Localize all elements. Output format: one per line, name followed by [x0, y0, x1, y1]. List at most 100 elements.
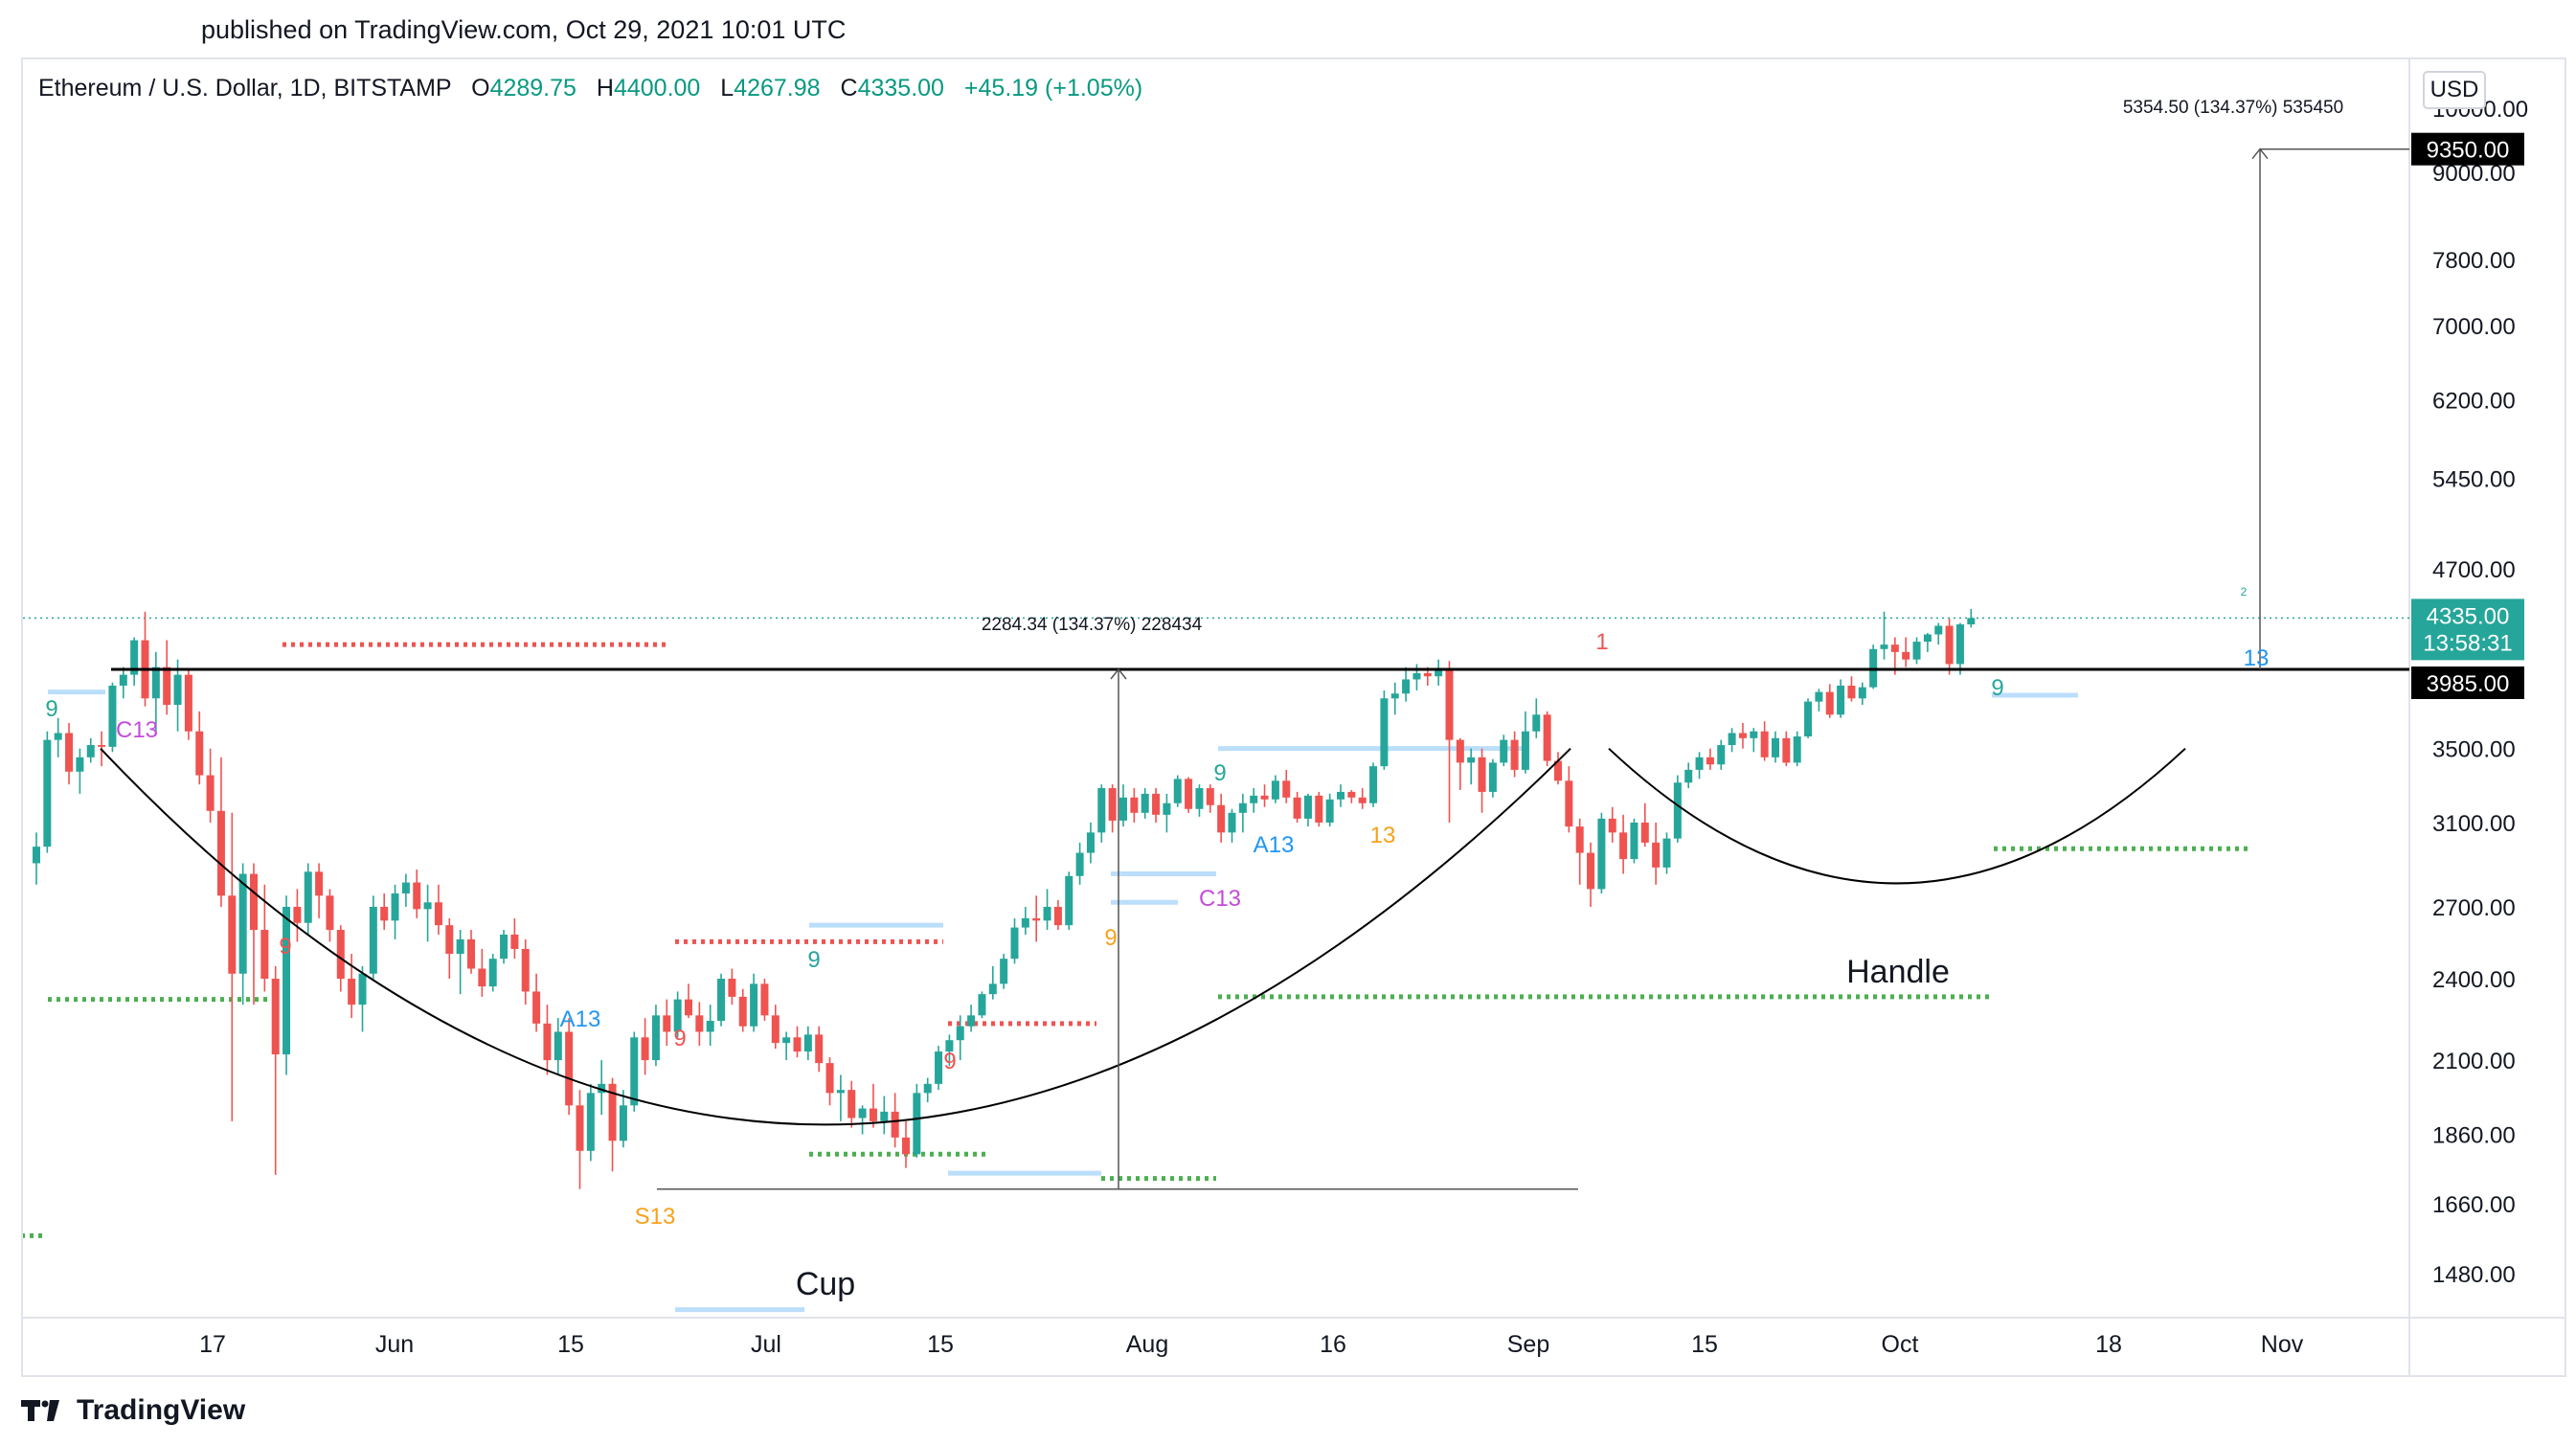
candle-body [847, 1090, 856, 1118]
candle-body [1554, 760, 1562, 781]
td-count-label: 13 [1370, 823, 1396, 848]
candle-body [869, 1108, 877, 1121]
candle-body [467, 938, 475, 969]
td-count-label: 9 [807, 947, 820, 973]
candle-body [565, 1031, 574, 1106]
currency-button[interactable]: USD [2423, 71, 2486, 109]
candle-body [1858, 687, 1866, 699]
candle-body [1412, 673, 1421, 680]
candle-body [1500, 739, 1508, 763]
candle-body [858, 1108, 867, 1118]
close-label: C [840, 75, 858, 102]
x-tick-label: 17 [199, 1331, 226, 1358]
candle-body [163, 667, 171, 706]
handle-label: Handle [1846, 954, 1950, 990]
candle-body [586, 1093, 595, 1151]
candle-body [1152, 793, 1161, 815]
close-value: 4335.00 [857, 75, 944, 102]
candle-body [1521, 731, 1529, 770]
chart-frame[interactable] [21, 57, 2566, 1377]
candle-body [532, 991, 541, 1024]
candle-body [1271, 780, 1279, 800]
y-tick-label: 2100.00 [2432, 1049, 2516, 1074]
candle-body [1772, 737, 1779, 757]
td-count-label: 9 [943, 1049, 956, 1074]
candle-body [1750, 731, 1758, 738]
candle-body [717, 979, 726, 1021]
candle-body [1717, 745, 1726, 765]
candle-body [1782, 737, 1791, 763]
candle-body [1075, 852, 1084, 876]
candle-body [1260, 795, 1269, 800]
candle-body [1923, 634, 1932, 643]
measure-cup-label: 2284.34 (134.37%) 228434 [982, 615, 1203, 635]
candle-body [1021, 917, 1029, 928]
candle-body [706, 1020, 714, 1032]
candle-body [1587, 852, 1595, 890]
candle-body [1315, 795, 1323, 823]
candle-body [803, 1034, 812, 1052]
x-tick-label: 16 [1320, 1331, 1346, 1358]
candle-body [238, 873, 247, 974]
y-tick-label: 3500.00 [2432, 737, 2516, 763]
x-tick-label: Nov [2261, 1331, 2304, 1358]
y-tick-label: 4700.00 [2432, 557, 2516, 583]
y-tick-label: 6200.00 [2432, 388, 2516, 414]
candle-body [1108, 788, 1117, 821]
candle-body [1097, 788, 1106, 833]
candle-body [195, 731, 204, 776]
candle-body [216, 810, 225, 896]
y-tick-label: 7000.00 [2432, 314, 2516, 340]
candle-body [1738, 733, 1747, 738]
x-tick-label: Oct [1882, 1331, 1919, 1358]
candle-body [488, 959, 497, 987]
brand-name: TradingView [77, 1394, 246, 1426]
candle-body [935, 1051, 943, 1084]
candle-body [271, 979, 280, 1055]
candle-body [1000, 959, 1008, 984]
candle-body [1163, 802, 1171, 815]
candle-body [630, 1037, 639, 1106]
candle-body [1010, 927, 1019, 960]
candle-body [1804, 701, 1813, 737]
candle-body [1890, 644, 1899, 652]
candle-body [282, 906, 291, 1055]
candle-body [1435, 668, 1443, 677]
candle-body [108, 686, 117, 747]
candle-body [65, 733, 74, 772]
footer-brand[interactable]: TradingView [21, 1394, 245, 1427]
candle-body [1456, 739, 1464, 763]
td-count-label: A13 [1254, 832, 1295, 858]
candle-body [434, 902, 442, 926]
candle-body [1488, 762, 1497, 792]
x-tick-label: Sep [1507, 1331, 1549, 1358]
candle-body [1728, 733, 1736, 746]
candle-body [1793, 736, 1801, 763]
candle-body [1532, 714, 1541, 732]
candle-body [1141, 793, 1149, 813]
candle-body [685, 999, 692, 1016]
candle-body [825, 1063, 834, 1094]
candle-body [760, 983, 769, 1016]
candle-body [1608, 818, 1616, 833]
measure-target-label: 5354.50 (134.37%) 535450 [2123, 98, 2343, 118]
candle-body [651, 1015, 660, 1061]
candle-body [673, 999, 682, 1032]
high-label: H [596, 75, 614, 102]
candle-body [1119, 797, 1127, 821]
candle-body [413, 882, 421, 910]
cup-label: Cup [796, 1266, 855, 1302]
candle-body [1902, 651, 1910, 660]
candle-body [76, 757, 84, 772]
candle-body [1130, 797, 1139, 813]
candle-body [228, 895, 237, 974]
td-count-label: 9 [1213, 760, 1226, 786]
ohlc-legend: Ethereum / U.S. Dollar, 1D, BITSTAMP O42… [38, 75, 1142, 102]
low-label: L [720, 75, 734, 102]
candle-body [1282, 780, 1291, 798]
y-tick-label: 3100.00 [2432, 811, 2516, 837]
change-value: +45.19 (+1.05%) [963, 75, 1143, 102]
candle-body [1575, 826, 1584, 853]
candle-countdown: 13:58:31 [2423, 630, 2512, 656]
